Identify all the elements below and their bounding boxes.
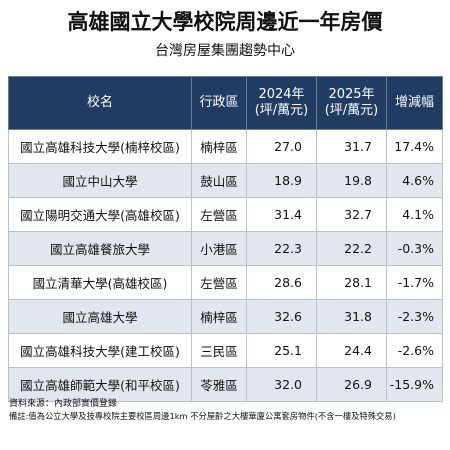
- table-cell: 國立高雄餐旅大學: [8, 231, 192, 266]
- table-cell: 苓雅區: [191, 367, 247, 402]
- table-cell: 左營區: [191, 265, 247, 300]
- table-cell: 國立陽明交通大學(高雄校區): [8, 197, 192, 232]
- table-cell: 國立中山大學: [8, 163, 192, 198]
- table-row: 國立中山大學 鼓山區 18.9 19.8 4.6%: [8, 163, 443, 198]
- title: 高雄國立大學校院周邊近一年房價: [67, 10, 383, 34]
- header-line: 增減幅: [394, 95, 434, 110]
- table-cell: 31.7: [316, 129, 387, 164]
- table-cell: 國立高雄大學: [8, 299, 192, 334]
- table-cell: 31.8: [316, 299, 387, 334]
- table-cell: 楠梓區: [191, 299, 247, 334]
- source-note: 資料來源：內政部實價登錄: [9, 399, 118, 409]
- table-cell: 楠梓區: [191, 129, 247, 164]
- subtitle: 台灣房屋集團趨勢中心: [155, 43, 295, 59]
- table-cell: -1.7%: [386, 265, 443, 300]
- table-cell: 4.6%: [386, 163, 443, 198]
- table-row: 國立高雄師範大學(和平校區) 苓雅區 32.0 26.9 -15.9%: [8, 367, 443, 402]
- footnote: 備註:值為公立大學及技專校院主要校區周邊1km 不分屋齡之大樓華廈公寓套房物件(…: [9, 411, 396, 421]
- table-body: 國立高雄科技大學(楠梓校區) 楠梓區 27.0 31.7 17.4% 國立中山大學 鼓山區 1…: [8, 129, 443, 402]
- table-cell: 25.1: [246, 333, 317, 368]
- table-row: 國立高雄餐旅大學 小港區 22.3 22.2 -0.3%: [8, 231, 443, 266]
- table-cell: -2.3%: [386, 299, 443, 334]
- header-line: 2025年: [328, 87, 375, 102]
- table-cell: 28.1: [316, 265, 387, 300]
- table-row: 國立高雄科技大學(建工校區) 三民區 25.1 24.4 -2.6%: [8, 333, 443, 368]
- table-cell: 三民區: [191, 333, 247, 368]
- table-cell: 國立高雄科技大學(建工校區): [8, 333, 192, 368]
- table-row: 國立高雄大學 楠梓區 32.6 31.8 -2.3%: [8, 299, 443, 334]
- table-cell: -2.6%: [386, 333, 443, 368]
- table-cell: 26.9: [316, 367, 387, 402]
- column-header: 校名: [8, 76, 192, 130]
- table-cell: 國立高雄師範大學(和平校區): [8, 367, 192, 402]
- table-cell: 小港區: [191, 231, 247, 266]
- column-header: 2024年 (坪/萬元): [246, 76, 317, 130]
- column-header: 增減幅: [386, 76, 443, 130]
- header-line: (坪/萬元): [324, 103, 379, 118]
- table-cell: 24.4: [316, 333, 387, 368]
- header-row: 校名 行政區 2024年 (坪/萬元) 2025年 (坪/萬元) 增減幅: [8, 76, 443, 130]
- column-header: 行政區: [191, 76, 247, 130]
- table-cell: 18.9: [246, 163, 317, 198]
- table-cell: 22.3: [246, 231, 317, 266]
- table-cell: 17.4%: [386, 129, 443, 164]
- table-cell: 國立清華大學(高雄校區): [8, 265, 192, 300]
- table-cell: 國立高雄科技大學(楠梓校區): [8, 129, 192, 164]
- table-cell: 4.1%: [386, 197, 443, 232]
- table-cell: 32.6: [246, 299, 317, 334]
- table-cell: 22.2: [316, 231, 387, 266]
- header-line: 行政區: [199, 95, 239, 110]
- table-cell: 31.4: [246, 197, 317, 232]
- header-line: 校名: [86, 95, 113, 110]
- header-line: (坪/萬元): [254, 103, 309, 118]
- table-cell: -15.9%: [386, 367, 443, 402]
- table-cell: 28.6: [246, 265, 317, 300]
- column-header: 2025年 (坪/萬元): [316, 76, 387, 130]
- table-row: 國立清華大學(高雄校區) 左營區 28.6 28.1 -1.7%: [8, 265, 443, 300]
- price-table: 校名 行政區 2024年 (坪/萬元) 2025年 (坪/萬元) 增減幅 國立高雄科技大學(…: [8, 76, 443, 402]
- header-line: 2024年: [258, 87, 305, 102]
- table-row: 國立高雄科技大學(楠梓校區) 楠梓區 27.0 31.7 17.4%: [8, 129, 443, 164]
- table-cell: 32.0: [246, 367, 317, 402]
- table-cell: 鼓山區: [191, 163, 247, 198]
- table-cell: 19.8: [316, 163, 387, 198]
- table-cell: 左營區: [191, 197, 247, 232]
- table-cell: -0.3%: [386, 231, 443, 266]
- table-row: 國立陽明交通大學(高雄校區) 左營區 31.4 32.7 4.1%: [8, 197, 443, 232]
- table-cell: 32.7: [316, 197, 387, 232]
- table-cell: 27.0: [246, 129, 317, 164]
